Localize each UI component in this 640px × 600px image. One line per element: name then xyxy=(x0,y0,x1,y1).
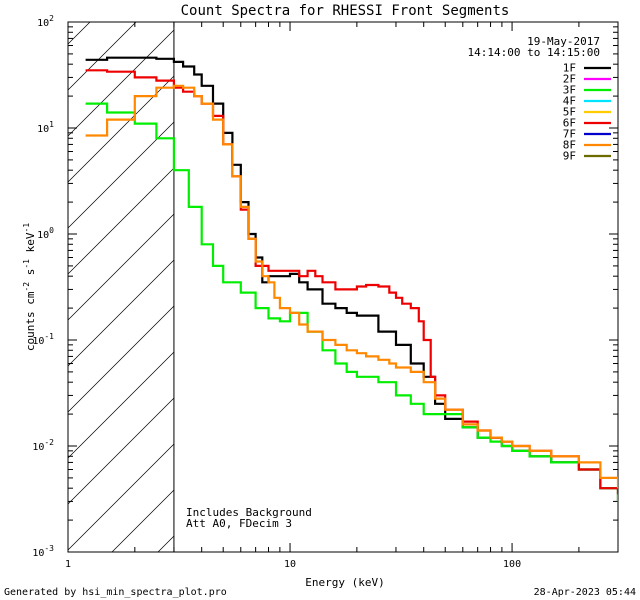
x-tick-label: 100 xyxy=(503,559,521,570)
y-tick-base: 10 xyxy=(37,18,49,29)
hatch-line xyxy=(68,259,174,367)
hatch-line xyxy=(68,443,174,551)
legend-time-range: 14:14:00 to 14:15:00 xyxy=(468,46,600,59)
y-tick-exp: 2 xyxy=(49,14,54,23)
plot-frame xyxy=(67,21,619,553)
y-tick-base: 10 xyxy=(32,442,44,453)
x-tick-label: 10 xyxy=(284,559,296,570)
y-label-part-3: keV xyxy=(24,232,37,259)
annotation-background: Includes Background xyxy=(186,506,312,519)
annotation-attenuator: Att A0, FDecim 3 xyxy=(186,517,292,530)
legend-label-4F: 4F xyxy=(563,95,576,108)
footer-timestamp: 28-Apr-2023 05:44 xyxy=(534,587,636,598)
hatch-line xyxy=(68,29,174,137)
y-axis-label: counts cm-2 s-1 keV-1 xyxy=(22,223,37,351)
hatch-line xyxy=(68,397,174,505)
hatch-line xyxy=(68,351,174,459)
y-tick-base: 10 xyxy=(37,230,49,241)
y-tick-label: 10-2 xyxy=(32,438,54,453)
hatch-line xyxy=(68,22,91,45)
y-tick-exp: 0 xyxy=(49,226,54,235)
y-tick-exp: -2 xyxy=(44,438,54,447)
y-label-exp-3: -1 xyxy=(22,223,31,233)
legend-date: 19-May-2017 xyxy=(527,35,600,48)
footer-generated-by: Generated by hsi_min_spectra_plot.pro xyxy=(4,587,227,598)
legend-label-7F: 7F xyxy=(563,128,576,141)
chart-title: Count Spectra for RHESSI Front Segments xyxy=(181,3,510,19)
legend-label-2F: 2F xyxy=(563,73,576,86)
y-tick-label: 101 xyxy=(37,120,54,135)
y-tick-exp: -3 xyxy=(44,544,54,553)
y-tick-base: 10 xyxy=(32,336,44,347)
series-1F-line xyxy=(85,56,618,502)
legend-label-9F: 9F xyxy=(563,150,576,163)
x-axis-label: Energy (keV) xyxy=(305,576,384,589)
x-tick-label: 1 xyxy=(65,559,71,570)
hatch-line xyxy=(480,22,640,552)
hatched-region xyxy=(68,22,640,552)
hatch-line xyxy=(68,167,174,275)
series-6F-line xyxy=(85,69,618,495)
y-tick-base: 10 xyxy=(32,548,44,559)
legend-label-8F: 8F xyxy=(563,139,576,152)
y-tick-label: 100 xyxy=(37,226,54,241)
series-3F-line xyxy=(85,102,618,502)
y-tick-label: 10-1 xyxy=(32,332,54,347)
legend-label-1F: 1F xyxy=(563,62,576,75)
y-tick-exp: -1 xyxy=(44,332,54,341)
x-axis-ticks: 1 10 100 xyxy=(65,22,619,570)
hatch-line xyxy=(68,213,174,321)
y-tick-base: 10 xyxy=(37,124,49,135)
y-tick-label: 10-3 xyxy=(32,544,54,559)
series-8F-line xyxy=(85,84,618,489)
legend-label-5F: 5F xyxy=(563,106,576,119)
y-label-exp-1: -2 xyxy=(22,282,31,292)
legend-label-6F: 6F xyxy=(563,117,576,130)
y-label-part-1: counts cm xyxy=(24,291,37,351)
hatch-line xyxy=(68,75,174,183)
y-tick-label: 102 xyxy=(37,14,54,29)
y-label-exp-2: -1 xyxy=(22,259,31,269)
hatch-line xyxy=(111,489,174,552)
hatch-line xyxy=(526,22,640,552)
hatch-line xyxy=(68,121,174,229)
series-layer xyxy=(85,56,618,502)
y-tick-exp: 1 xyxy=(49,120,54,129)
hatch-line xyxy=(618,22,640,552)
y-label-part-2: s xyxy=(24,269,37,282)
legend-label-3F: 3F xyxy=(563,84,576,97)
